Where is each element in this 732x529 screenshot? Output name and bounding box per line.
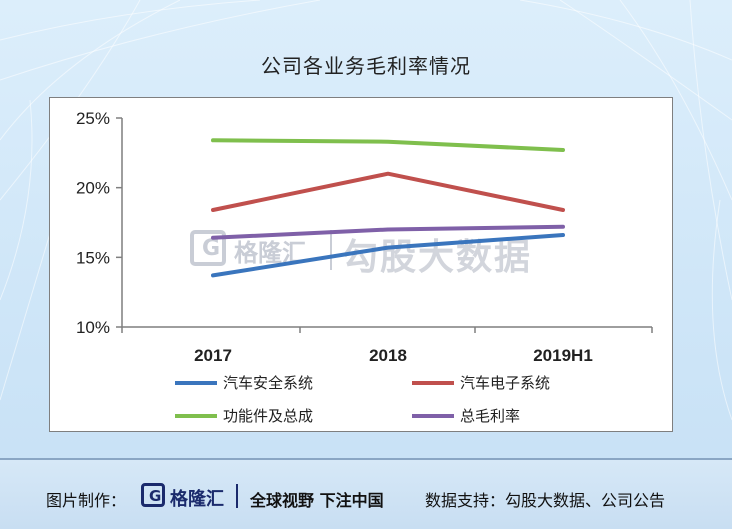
series-line xyxy=(211,224,565,240)
footer-separator xyxy=(236,484,238,508)
chart-panel xyxy=(49,97,673,432)
x-tick-label: 2019H1 xyxy=(533,346,593,365)
data-source: 数据支持：勾股大数据、公司公告 xyxy=(425,491,666,510)
logo-letter: G xyxy=(149,487,162,505)
y-tick-label: 10% xyxy=(76,318,110,337)
series-line xyxy=(211,233,565,278)
logo-name: 格隆汇 xyxy=(170,489,224,510)
y-tick-label: 20% xyxy=(76,179,110,198)
legend-label: 功能件及总成 xyxy=(223,407,313,425)
watermark-logo-icon: G xyxy=(190,230,226,266)
watermark-logo-letter: G xyxy=(202,236,221,261)
y-tick-label: 25% xyxy=(76,109,110,128)
line-chart: 10% 15% 20% 25% 2017 2018 2019H1 汽车安全系统 汽车电子系统… xyxy=(76,109,653,425)
series-line xyxy=(211,171,565,212)
chart-title: 公司各业务毛利率情况 xyxy=(261,54,471,78)
y-tick-label: 15% xyxy=(76,248,110,267)
series-lines xyxy=(211,138,565,278)
made-by-label: 图片制作： xyxy=(46,491,127,510)
slogan: 全球视野 下注中国 xyxy=(250,491,384,510)
y-axis: 10% 15% 20% 25% xyxy=(76,109,123,337)
legend-label: 汽车安全系统 xyxy=(223,374,313,392)
legend-label: 总毛利率 xyxy=(460,407,520,425)
x-tick-label: 2018 xyxy=(369,346,407,365)
x-axis: 2017 2018 2019H1 xyxy=(121,326,653,365)
footer: 图片制作： G 格隆汇 全球视野 下注中国 数据支持：勾股大数据、公司公告 xyxy=(0,460,732,529)
legend-label: 汽车电子系统 xyxy=(460,374,550,392)
gelonghui-logo-icon: G xyxy=(141,483,165,507)
watermark-divider xyxy=(330,230,332,270)
series-line xyxy=(211,138,565,152)
x-tick-label: 2017 xyxy=(194,346,232,365)
footer-divider xyxy=(0,458,732,460)
